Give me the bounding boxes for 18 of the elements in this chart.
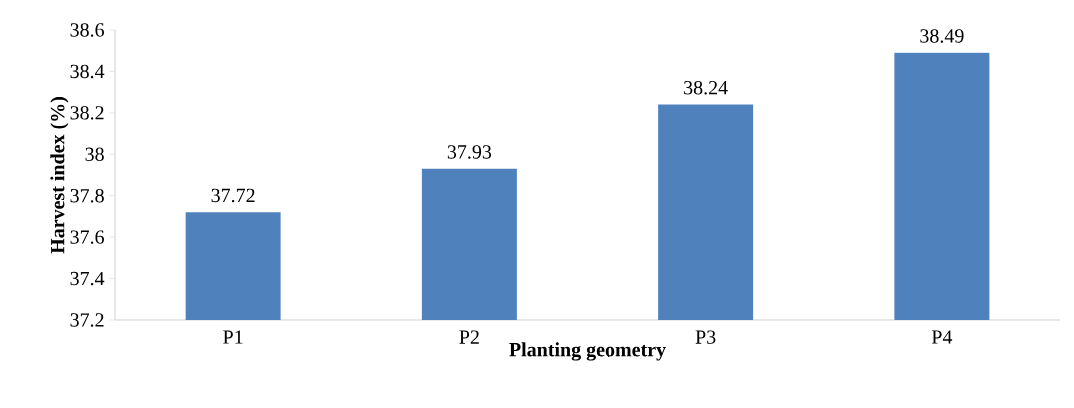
x-tick-label: P4 [931,330,953,344]
y-tick-label: 37.6 [70,230,105,244]
y-axis-title: Harvest index (%) [50,97,69,254]
y-tick-label: 37.2 [70,313,104,327]
y-tick-label: 38.4 [70,64,105,79]
y-tick-label: 37.8 [70,188,104,203]
y-tick-label: 37.4 [70,271,105,286]
y-tick-label: 38.2 [70,106,104,120]
x-tick-label: P1 [223,330,243,344]
x-axis-title: Planting geometry [509,342,666,361]
y-tick-label: 38.6 [70,23,105,37]
data-label: 38.24 [684,80,728,95]
x-tick-label: P2 [459,330,479,344]
y-tick-label: 38 [85,147,104,162]
x-tick-label: P3 [695,330,716,344]
data-label: 37.93 [447,145,492,159]
data-label: 37.72 [211,188,255,203]
data-label: 38.49 [920,29,964,43]
